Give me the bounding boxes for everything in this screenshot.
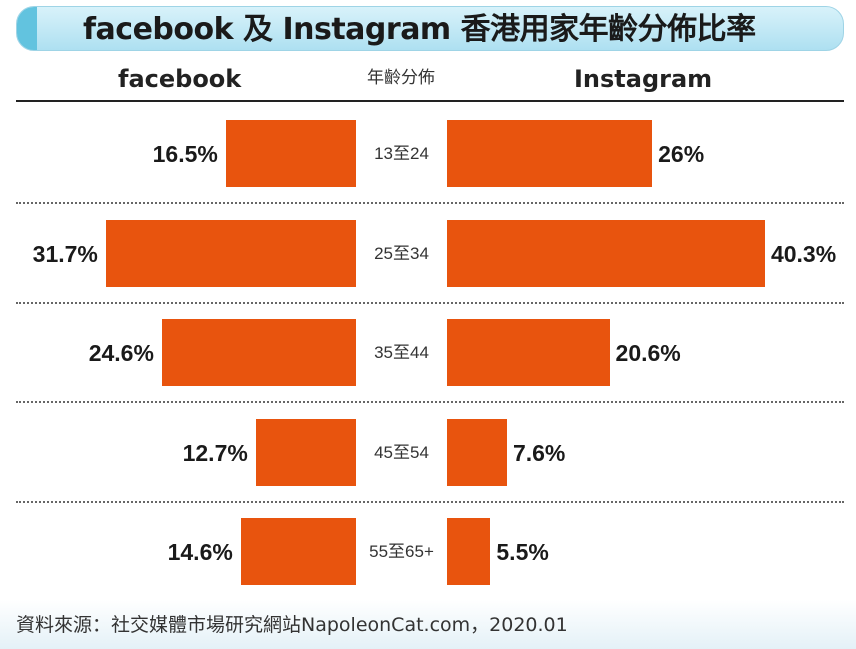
title-banner: facebook 及 Instagram 香港用家年齡分佈比率 <box>16 6 844 51</box>
facebook-value-label: 14.6% <box>167 538 233 565</box>
title-accent <box>17 7 37 50</box>
row-separator <box>16 401 844 403</box>
butterfly-bar-chart: 16.5% 13至24 26% 31.7% 25至34 40.3% 24.6% 35至44 20… <box>16 120 844 585</box>
facebook-bar <box>225 120 356 187</box>
instagram-bar <box>447 220 765 287</box>
age-group-label: 35至44 <box>374 342 429 362</box>
facebook-column-header: facebook <box>118 65 242 93</box>
row-separator <box>16 501 844 503</box>
instagram-bar <box>447 120 653 187</box>
instagram-value-label: 7.6% <box>512 439 566 466</box>
instagram-column-header: Instagram <box>574 65 713 93</box>
instagram-value-label: 5.5% <box>496 538 549 565</box>
facebook-bar <box>255 419 356 486</box>
header-rule <box>16 100 844 102</box>
facebook-value-label: 12.7% <box>182 439 248 466</box>
age-group-label: 55至65+ <box>369 541 434 561</box>
age-group-label: 13至24 <box>374 143 429 163</box>
age-column-header: 年齡分佈 <box>367 68 435 88</box>
chart-title: facebook 及 Instagram 香港用家年齡分佈比率 <box>83 12 756 47</box>
instagram-value-label: 20.6% <box>615 339 681 366</box>
instagram-bar <box>447 319 610 386</box>
facebook-value-label: 24.6% <box>88 339 154 366</box>
footer-band <box>0 600 856 649</box>
instagram-value-label: 40.3% <box>770 240 837 267</box>
source-note: 資料來源：社交媒體市場研究網站NapoleonCat.com，2020.01 <box>16 614 568 636</box>
facebook-bar <box>105 220 356 287</box>
row-separator <box>16 202 844 204</box>
facebook-value-label: 16.5% <box>152 140 218 167</box>
instagram-value-label: 26% <box>658 140 705 167</box>
facebook-bar <box>240 518 356 585</box>
age-group-label: 25至34 <box>374 243 429 263</box>
facebook-bar <box>161 319 356 386</box>
instagram-bar <box>447 419 507 486</box>
row-separator <box>16 302 844 304</box>
instagram-bar <box>447 518 491 585</box>
facebook-value-label: 31.7% <box>32 240 98 267</box>
age-group-label: 45至54 <box>374 442 429 462</box>
